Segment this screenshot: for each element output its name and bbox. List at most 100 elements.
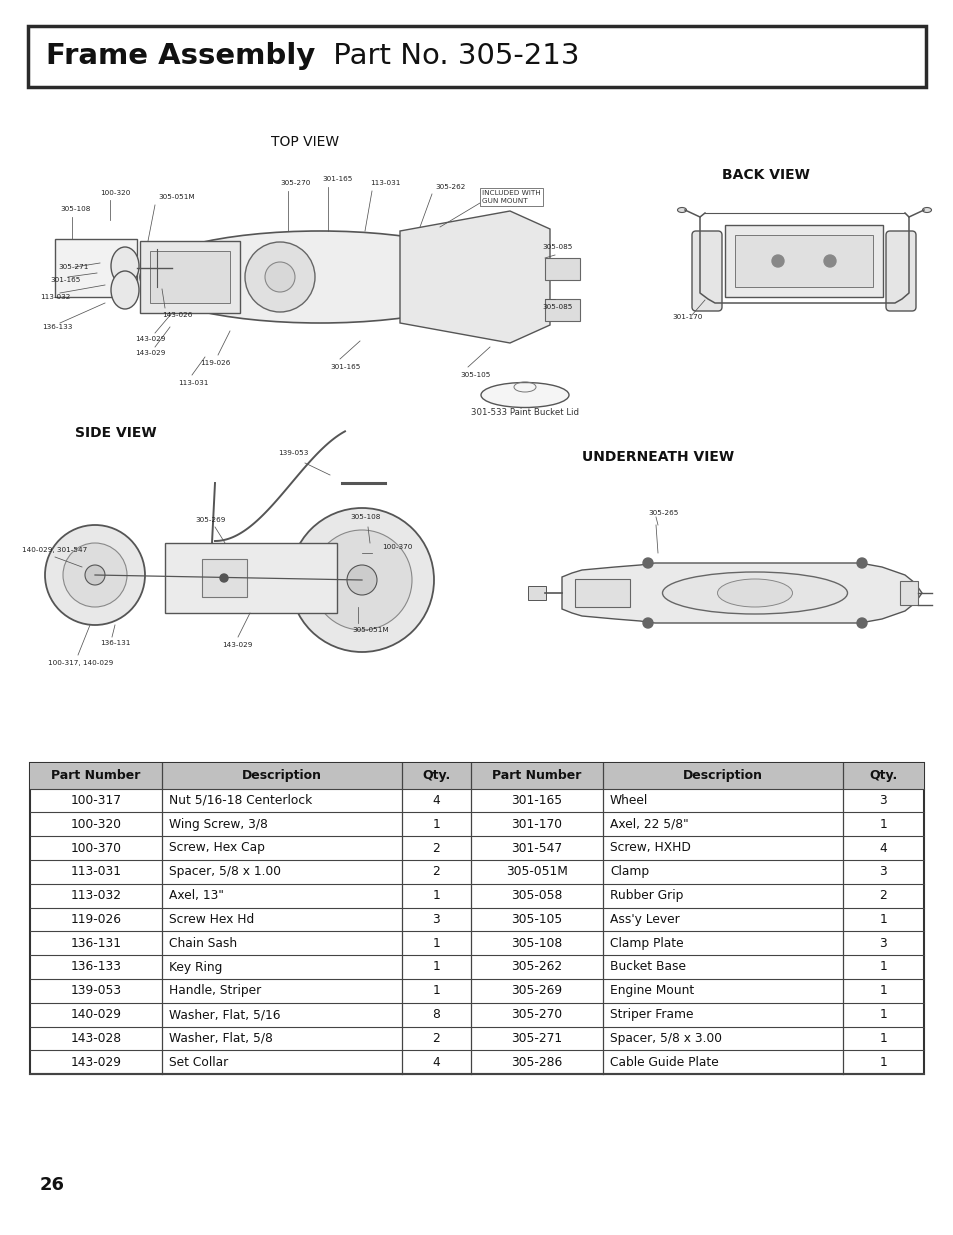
Text: 136-131: 136-131	[71, 936, 122, 950]
Text: 4: 4	[432, 1056, 439, 1068]
Text: Screw, HXHD: Screw, HXHD	[609, 841, 690, 855]
Text: Set Collar: Set Collar	[169, 1056, 229, 1068]
Ellipse shape	[717, 579, 792, 606]
Text: 301-170: 301-170	[671, 314, 701, 320]
Text: Qty.: Qty.	[422, 769, 450, 782]
Circle shape	[220, 574, 228, 582]
Text: 100-320: 100-320	[71, 818, 122, 831]
Text: 3: 3	[879, 794, 886, 806]
Text: Wheel: Wheel	[609, 794, 648, 806]
Bar	[30, 763, 923, 788]
Text: Washer, Flat, 5/16: Washer, Flat, 5/16	[169, 1008, 280, 1021]
Text: Striper Frame: Striper Frame	[609, 1008, 693, 1021]
Text: 1: 1	[879, 961, 886, 973]
Text: 136-133: 136-133	[42, 324, 72, 330]
Text: 305-270: 305-270	[511, 1008, 562, 1021]
Text: Description: Description	[242, 769, 322, 782]
Text: Key Ring: Key Ring	[169, 961, 222, 973]
Ellipse shape	[922, 207, 930, 212]
Text: 8: 8	[432, 1008, 439, 1021]
Ellipse shape	[677, 207, 686, 212]
Bar	[575, 579, 629, 606]
Text: 143-029: 143-029	[222, 642, 253, 648]
Text: 305-265: 305-265	[647, 510, 678, 516]
Text: 26: 26	[40, 1176, 65, 1194]
Text: 1: 1	[432, 889, 439, 902]
Text: Clamp Plate: Clamp Plate	[609, 936, 683, 950]
Text: 143-029: 143-029	[135, 336, 165, 342]
Circle shape	[45, 525, 145, 625]
Text: 1: 1	[879, 913, 886, 926]
Text: Wing Screw, 3/8: Wing Screw, 3/8	[169, 818, 268, 831]
Text: Cable Guide Plate: Cable Guide Plate	[609, 1056, 718, 1068]
Text: 1: 1	[879, 1008, 886, 1021]
Bar	[527, 585, 545, 600]
Circle shape	[347, 564, 376, 595]
Ellipse shape	[111, 270, 139, 309]
Ellipse shape	[661, 572, 846, 614]
Text: 2: 2	[432, 866, 439, 878]
Text: 305-108: 305-108	[511, 936, 562, 950]
Circle shape	[312, 530, 412, 630]
Polygon shape	[399, 211, 550, 343]
Text: Ass'y Lever: Ass'y Lever	[609, 913, 679, 926]
Text: 143-029: 143-029	[71, 1056, 122, 1068]
Text: 100-320: 100-320	[100, 190, 131, 196]
Text: 305-271: 305-271	[511, 1032, 562, 1045]
Text: 301-165: 301-165	[511, 794, 562, 806]
Text: 305-262: 305-262	[511, 961, 562, 973]
Text: 301-547: 301-547	[511, 841, 562, 855]
Text: Spacer, 5/8 x 3.00: Spacer, 5/8 x 3.00	[609, 1032, 721, 1045]
Bar	[165, 543, 336, 613]
Circle shape	[642, 618, 652, 629]
Bar	[30, 763, 923, 1074]
Text: 1: 1	[432, 818, 439, 831]
Text: Bucket Base: Bucket Base	[609, 961, 685, 973]
Text: INCLUDED WITH
GUN MOUNT: INCLUDED WITH GUN MOUNT	[481, 190, 540, 204]
Text: 305-051M: 305-051M	[505, 866, 567, 878]
Bar	[899, 580, 917, 605]
Text: 1: 1	[432, 936, 439, 950]
Text: 301-170: 301-170	[511, 818, 562, 831]
FancyBboxPatch shape	[885, 231, 915, 311]
Text: Axel, 13": Axel, 13"	[169, 889, 224, 902]
Text: SIDE VIEW: SIDE VIEW	[75, 426, 156, 440]
Circle shape	[642, 558, 652, 568]
Text: 305-271: 305-271	[58, 264, 89, 270]
Text: 140-029, 301-547: 140-029, 301-547	[22, 547, 87, 553]
Text: Part Number: Part Number	[492, 769, 581, 782]
Polygon shape	[561, 563, 921, 622]
Text: Handle, Striper: Handle, Striper	[169, 984, 261, 998]
Circle shape	[856, 558, 866, 568]
Text: 1: 1	[879, 818, 886, 831]
Text: 143-028: 143-028	[71, 1032, 122, 1045]
Text: 301-165: 301-165	[50, 277, 80, 283]
Text: 113-032: 113-032	[40, 294, 71, 300]
Text: 305-051M: 305-051M	[158, 194, 194, 200]
Text: 143-026: 143-026	[162, 312, 193, 317]
FancyBboxPatch shape	[691, 231, 721, 311]
Text: Clamp: Clamp	[609, 866, 648, 878]
Text: UNDERNEATH VIEW: UNDERNEATH VIEW	[581, 450, 734, 464]
Bar	[150, 251, 230, 303]
Text: 305-286: 305-286	[511, 1056, 562, 1068]
Text: TOP VIEW: TOP VIEW	[271, 135, 338, 149]
Text: 3: 3	[432, 913, 439, 926]
Text: 136-131: 136-131	[100, 640, 131, 646]
Bar	[202, 559, 247, 597]
Bar	[734, 235, 872, 287]
Text: 2: 2	[879, 889, 886, 902]
Text: 2: 2	[432, 1032, 439, 1045]
Text: 100-317, 140-029: 100-317, 140-029	[48, 659, 113, 666]
Bar	[724, 225, 882, 296]
Text: Screw, Hex Cap: Screw, Hex Cap	[169, 841, 265, 855]
Text: 100-317: 100-317	[71, 794, 122, 806]
Text: 305-085: 305-085	[541, 245, 572, 249]
Text: Axel, 22 5/8": Axel, 22 5/8"	[609, 818, 688, 831]
Text: 1: 1	[432, 961, 439, 973]
Text: 143-029: 143-029	[135, 350, 165, 356]
Text: 4: 4	[432, 794, 439, 806]
Text: 4: 4	[879, 841, 886, 855]
Circle shape	[823, 254, 835, 267]
Text: 301-533 Paint Bucket Lid: 301-533 Paint Bucket Lid	[471, 409, 578, 417]
